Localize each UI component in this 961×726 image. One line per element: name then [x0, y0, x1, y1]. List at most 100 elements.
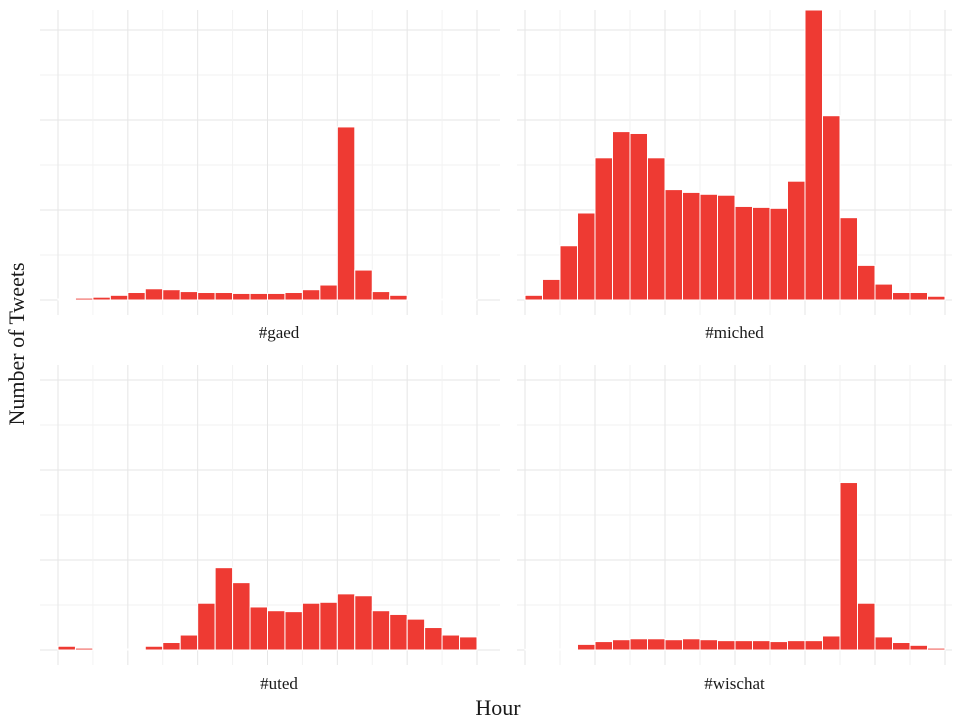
bar [302, 290, 319, 300]
bar [215, 293, 232, 300]
facet-panel: #wischat [517, 365, 952, 693]
bar [233, 583, 250, 650]
bar [665, 190, 683, 300]
bar [93, 649, 110, 650]
bar [390, 295, 407, 300]
bar [250, 293, 267, 300]
bar [630, 133, 648, 300]
bar [198, 603, 215, 650]
bar [910, 645, 928, 650]
facet-label: #uted [260, 674, 298, 693]
bar [390, 614, 407, 650]
bar [110, 649, 127, 650]
y-axis-title: Number of Tweets [4, 262, 29, 425]
bar [285, 612, 302, 650]
bar [268, 611, 285, 650]
bar [525, 295, 543, 300]
bar [928, 648, 946, 650]
bar [355, 270, 372, 300]
bar [560, 649, 578, 650]
bar [128, 293, 145, 300]
bar [578, 213, 596, 300]
bar [788, 641, 806, 650]
bar [595, 158, 613, 300]
bar [893, 643, 911, 650]
bar [320, 602, 337, 650]
bar [543, 279, 561, 300]
bar [442, 635, 459, 650]
bar [630, 639, 648, 650]
facet-panels: #gaed #miched #uted #wischat [40, 10, 952, 693]
bar [128, 649, 145, 650]
bar [110, 295, 127, 300]
bar [718, 195, 736, 300]
bar [753, 207, 771, 300]
bar [163, 643, 180, 650]
bar [683, 639, 701, 650]
bar [525, 649, 543, 650]
bar [163, 290, 180, 300]
bar [893, 293, 911, 300]
bar [928, 296, 946, 300]
bar [823, 636, 841, 650]
bar [75, 648, 92, 650]
bar [753, 641, 771, 650]
bar [735, 641, 753, 650]
facet-label: #gaed [259, 323, 300, 342]
bar [700, 640, 718, 650]
bar [578, 644, 596, 650]
facet-panel: #gaed [40, 10, 500, 342]
bar [910, 293, 928, 300]
bar [180, 292, 197, 300]
facet-label: #wischat [704, 674, 765, 693]
bar [875, 637, 893, 650]
bar [442, 299, 459, 300]
bar [788, 181, 806, 300]
bar [823, 116, 841, 300]
bar [543, 649, 561, 650]
bar [233, 293, 250, 300]
bar [840, 483, 858, 650]
bar [372, 611, 389, 650]
bar [407, 619, 424, 650]
bar [683, 192, 701, 300]
bar [648, 639, 666, 650]
facet-label: #miched [705, 323, 764, 342]
bar [180, 635, 197, 650]
bar [595, 642, 613, 650]
bar [560, 246, 578, 300]
bar [875, 284, 893, 300]
bar [302, 603, 319, 650]
bar [355, 596, 372, 650]
bar [460, 299, 477, 300]
bar [372, 292, 389, 300]
bar [805, 641, 823, 650]
bar [840, 218, 858, 300]
bar [320, 285, 337, 300]
bar [858, 603, 876, 650]
bar [145, 646, 162, 650]
panel-grid [517, 365, 952, 665]
bar [285, 293, 302, 300]
bar [770, 208, 788, 300]
bar [425, 299, 442, 300]
bar [58, 299, 75, 300]
x-axis-title: Hour [475, 695, 521, 720]
bar [215, 568, 232, 650]
bar [75, 298, 92, 300]
bar [858, 265, 876, 300]
bar [613, 640, 631, 650]
bar [425, 628, 442, 650]
bar [460, 637, 477, 650]
bar [337, 594, 354, 650]
bar [407, 299, 424, 300]
bar [198, 293, 215, 300]
bar [337, 127, 354, 300]
bar [665, 640, 683, 650]
bar [250, 607, 267, 650]
bar [648, 158, 666, 300]
panel-grid [40, 10, 500, 315]
bar [145, 289, 162, 300]
bar [613, 132, 631, 300]
